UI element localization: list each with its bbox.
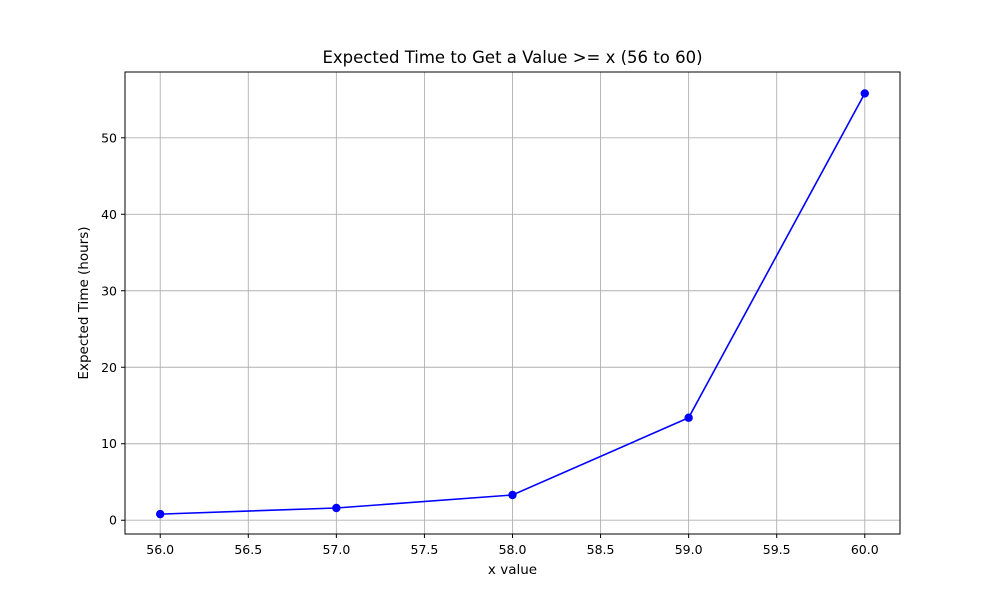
- y-axis-ticks: 0 10 20 30 40 50: [101, 130, 125, 528]
- y-tick-label: 20: [101, 360, 117, 375]
- data-point: [684, 413, 693, 422]
- chart-title: Expected Time to Get a Value >= x (56 to…: [322, 48, 702, 67]
- grid: [125, 72, 900, 534]
- x-tick-label: 60.0: [851, 542, 879, 557]
- y-tick-label: 40: [101, 207, 117, 222]
- x-tick-label: 59.0: [675, 542, 703, 557]
- x-axis-label: x value: [488, 562, 537, 578]
- data-point: [860, 89, 869, 98]
- data-point: [156, 509, 165, 519]
- data-point: [332, 503, 341, 513]
- x-tick-label: 57.0: [322, 542, 350, 557]
- x-tick-label: 59.5: [763, 542, 791, 557]
- data-point: [508, 490, 517, 500]
- x-axis-ticks: 56.0 56.5 57.0 57.5 58.0 58.5 59.0 59.5 60.0: [146, 534, 879, 557]
- y-tick-label: 30: [101, 283, 117, 298]
- x-tick-label: 57.5: [411, 542, 439, 557]
- x-tick-label: 56.5: [234, 542, 262, 557]
- x-tick-label: 56.0: [146, 542, 174, 557]
- x-tick-label: 58.0: [499, 542, 527, 557]
- y-tick-label: 50: [101, 130, 117, 145]
- y-tick-label: 10: [101, 436, 117, 451]
- y-axis-label: Expected Time (hours): [76, 226, 92, 379]
- x-tick-label: 58.5: [587, 542, 615, 557]
- y-tick-label: 0: [109, 513, 117, 528]
- series-layer: [156, 89, 869, 519]
